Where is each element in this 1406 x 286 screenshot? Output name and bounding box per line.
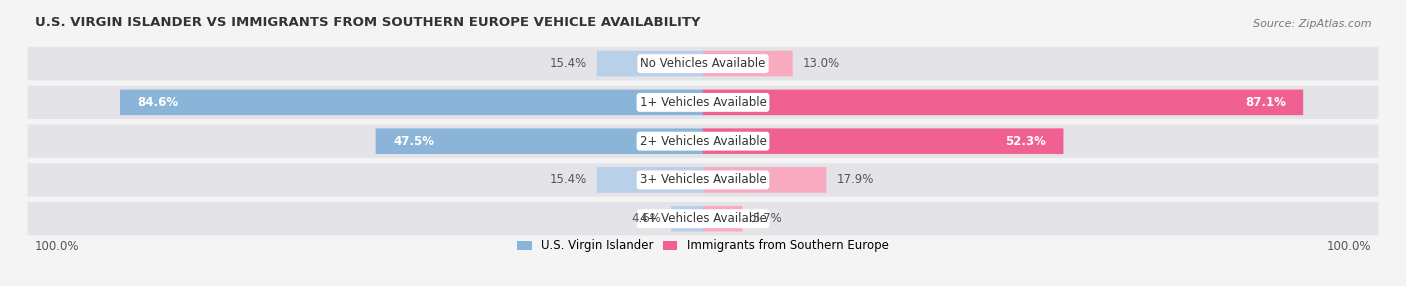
FancyBboxPatch shape (28, 124, 1378, 158)
Text: 1+ Vehicles Available: 1+ Vehicles Available (640, 96, 766, 109)
FancyBboxPatch shape (28, 47, 1378, 80)
Text: No Vehicles Available: No Vehicles Available (640, 57, 766, 70)
FancyBboxPatch shape (28, 86, 1378, 119)
Text: 15.4%: 15.4% (550, 173, 586, 186)
FancyBboxPatch shape (596, 167, 703, 193)
Text: 4.6%: 4.6% (631, 212, 661, 225)
FancyBboxPatch shape (28, 202, 1378, 235)
FancyBboxPatch shape (28, 163, 1378, 196)
Text: 3+ Vehicles Available: 3+ Vehicles Available (640, 173, 766, 186)
Text: 15.4%: 15.4% (550, 57, 586, 70)
Text: 4+ Vehicles Available: 4+ Vehicles Available (640, 212, 766, 225)
Legend: U.S. Virgin Islander, Immigrants from Southern Europe: U.S. Virgin Islander, Immigrants from So… (513, 235, 893, 257)
FancyBboxPatch shape (375, 128, 703, 154)
Text: 17.9%: 17.9% (837, 173, 875, 186)
Text: 5.7%: 5.7% (752, 212, 782, 225)
Text: 84.6%: 84.6% (138, 96, 179, 109)
Text: U.S. VIRGIN ISLANDER VS IMMIGRANTS FROM SOUTHERN EUROPE VEHICLE AVAILABILITY: U.S. VIRGIN ISLANDER VS IMMIGRANTS FROM … (35, 16, 700, 29)
Text: 100.0%: 100.0% (1327, 240, 1371, 253)
FancyBboxPatch shape (703, 51, 793, 76)
FancyBboxPatch shape (703, 128, 1063, 154)
FancyBboxPatch shape (120, 90, 703, 115)
FancyBboxPatch shape (703, 206, 742, 231)
Text: 100.0%: 100.0% (35, 240, 79, 253)
Text: 52.3%: 52.3% (1005, 135, 1046, 148)
FancyBboxPatch shape (596, 51, 703, 76)
Text: 13.0%: 13.0% (803, 57, 839, 70)
Text: 87.1%: 87.1% (1244, 96, 1286, 109)
FancyBboxPatch shape (671, 206, 703, 231)
FancyBboxPatch shape (703, 90, 1303, 115)
Text: 2+ Vehicles Available: 2+ Vehicles Available (640, 135, 766, 148)
FancyBboxPatch shape (703, 167, 827, 193)
Text: Source: ZipAtlas.com: Source: ZipAtlas.com (1253, 19, 1371, 29)
Text: 47.5%: 47.5% (394, 135, 434, 148)
